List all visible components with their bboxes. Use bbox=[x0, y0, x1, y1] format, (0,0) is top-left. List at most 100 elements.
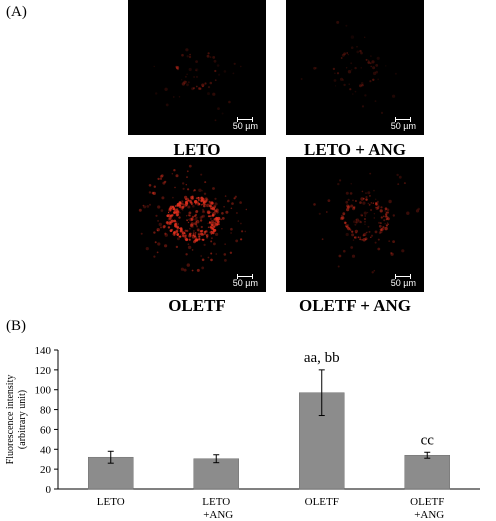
fluorescence-speck bbox=[204, 181, 207, 184]
fluorescence-speck bbox=[200, 199, 204, 202]
fluorescence-speck bbox=[176, 67, 179, 70]
fluorescence-speck bbox=[164, 244, 168, 248]
fluorescence-speck bbox=[182, 187, 185, 190]
fluorescence-speck bbox=[394, 72, 397, 75]
fluorescence-speck bbox=[229, 251, 233, 254]
fluorescence-speck bbox=[176, 208, 179, 211]
fluorescence-speck bbox=[156, 228, 160, 232]
fluorescence-speck bbox=[163, 227, 165, 229]
fluorescence-speck bbox=[336, 72, 340, 75]
fluorescence-speck bbox=[191, 87, 194, 91]
fluorescence-speck bbox=[201, 83, 205, 87]
fluorescence-speck bbox=[187, 218, 189, 221]
fluorescence-speck bbox=[372, 66, 376, 70]
fluorescence-speck bbox=[185, 48, 189, 52]
fluorescence-speck bbox=[350, 46, 354, 49]
fluorescence-speck bbox=[342, 214, 345, 217]
fluorescence-speck bbox=[224, 243, 226, 245]
fluorescence-speck bbox=[181, 209, 184, 211]
image-caption-leto-ang: LETO + ANG bbox=[304, 140, 406, 159]
fluorescence-speck bbox=[201, 238, 204, 241]
fluorescence-speck bbox=[235, 212, 238, 214]
fluorescence-speck bbox=[386, 208, 390, 212]
fluorescence-speck bbox=[161, 196, 165, 200]
fluorescence-speck bbox=[334, 72, 336, 75]
fluorescence-speck bbox=[361, 84, 364, 87]
fluorescence-speck bbox=[353, 236, 356, 239]
fluorescence-speck bbox=[217, 107, 220, 110]
fluorescence-speck bbox=[190, 203, 193, 206]
fluorescence-speck bbox=[396, 173, 399, 177]
x-tick-label: OLETF bbox=[305, 496, 339, 508]
fluorescence-speck bbox=[203, 204, 206, 208]
fluorescence-speck bbox=[215, 208, 219, 212]
fluorescence-speck bbox=[370, 208, 373, 212]
fluorescence-speck bbox=[369, 80, 372, 83]
fluorescence-speck bbox=[175, 210, 180, 215]
fluorescence-speck bbox=[200, 225, 203, 229]
fluorescence-speck bbox=[176, 237, 180, 241]
fluorescence-speck bbox=[336, 20, 340, 24]
fluorescence-speck bbox=[171, 173, 173, 175]
fluorescence-speck bbox=[177, 211, 180, 214]
fluorescence-speck bbox=[368, 194, 371, 197]
fluorescence-speck bbox=[185, 234, 187, 237]
fluorescence-speck bbox=[364, 237, 368, 241]
fluorescence-speck bbox=[233, 62, 236, 65]
fluorescence-speck bbox=[157, 242, 161, 246]
fluorescence-speck bbox=[337, 265, 340, 268]
fluorescence-speck bbox=[183, 80, 187, 84]
fluorescence-speck bbox=[211, 202, 214, 205]
fluorescence-speck bbox=[355, 218, 358, 221]
fluorescence-speck bbox=[184, 195, 188, 199]
fluorescence-speck bbox=[185, 81, 187, 83]
fluorescence-speck bbox=[215, 232, 219, 236]
fluorescence-speck bbox=[177, 68, 179, 71]
fluorescence-speck bbox=[372, 78, 375, 82]
fluorescence-speck bbox=[210, 233, 212, 235]
fluorescence-speck bbox=[210, 208, 213, 210]
y-axis-label: Fluorescence intensity bbox=[5, 375, 16, 465]
fluorescence-speck bbox=[370, 65, 372, 68]
fluorescence-speck bbox=[367, 202, 369, 205]
fluorescence-speck bbox=[380, 227, 384, 231]
fluorescence-speck bbox=[196, 201, 200, 204]
fluorescence-speck bbox=[223, 70, 227, 73]
fluorescence-speck bbox=[385, 215, 388, 218]
fluorescence-speck bbox=[340, 77, 344, 81]
fluorescence-speck bbox=[189, 232, 192, 235]
fluorescence-speck bbox=[367, 225, 370, 228]
fluorescence-speck bbox=[179, 212, 181, 214]
fluorescence-speck bbox=[335, 85, 337, 87]
fluorescence-speck bbox=[181, 233, 185, 236]
fluorescence-speck bbox=[164, 87, 168, 92]
fluorescence-speck bbox=[198, 197, 200, 199]
fluorescence-speck bbox=[166, 221, 169, 224]
scale-bar-label: 50 µm bbox=[390, 121, 416, 131]
fluorescence-speck bbox=[200, 173, 203, 176]
fluorescence-speck bbox=[375, 70, 378, 74]
fluorescence-speck bbox=[202, 233, 205, 236]
fluorescence-speck bbox=[199, 87, 202, 91]
fluorescence-speck bbox=[174, 205, 177, 207]
fluorescence-speck bbox=[156, 229, 159, 232]
fluorescence-speck bbox=[371, 271, 374, 274]
fluorescence-speck bbox=[359, 84, 362, 88]
fluorescence-speck bbox=[168, 216, 172, 220]
fluorescence-speck bbox=[194, 233, 196, 236]
significance-label: cc bbox=[421, 432, 435, 448]
fluorescence-speck bbox=[193, 230, 195, 232]
fluorescence-speck bbox=[187, 188, 190, 191]
fluorescence-speck bbox=[372, 202, 374, 204]
fluorescence-speck bbox=[174, 186, 176, 189]
fluorescence-speck bbox=[384, 226, 388, 231]
fluorescence-speck bbox=[178, 203, 181, 207]
fluorescence-speck bbox=[182, 200, 184, 203]
fluorescence-speck bbox=[213, 59, 217, 63]
fluorescence-speck bbox=[361, 105, 365, 108]
fluorescence-speck bbox=[347, 70, 352, 74]
fluorescence-speck bbox=[193, 189, 196, 192]
fluorescence-speck bbox=[202, 214, 205, 218]
fluorescence-speck bbox=[385, 211, 388, 214]
fluorescence-speck bbox=[364, 218, 366, 220]
